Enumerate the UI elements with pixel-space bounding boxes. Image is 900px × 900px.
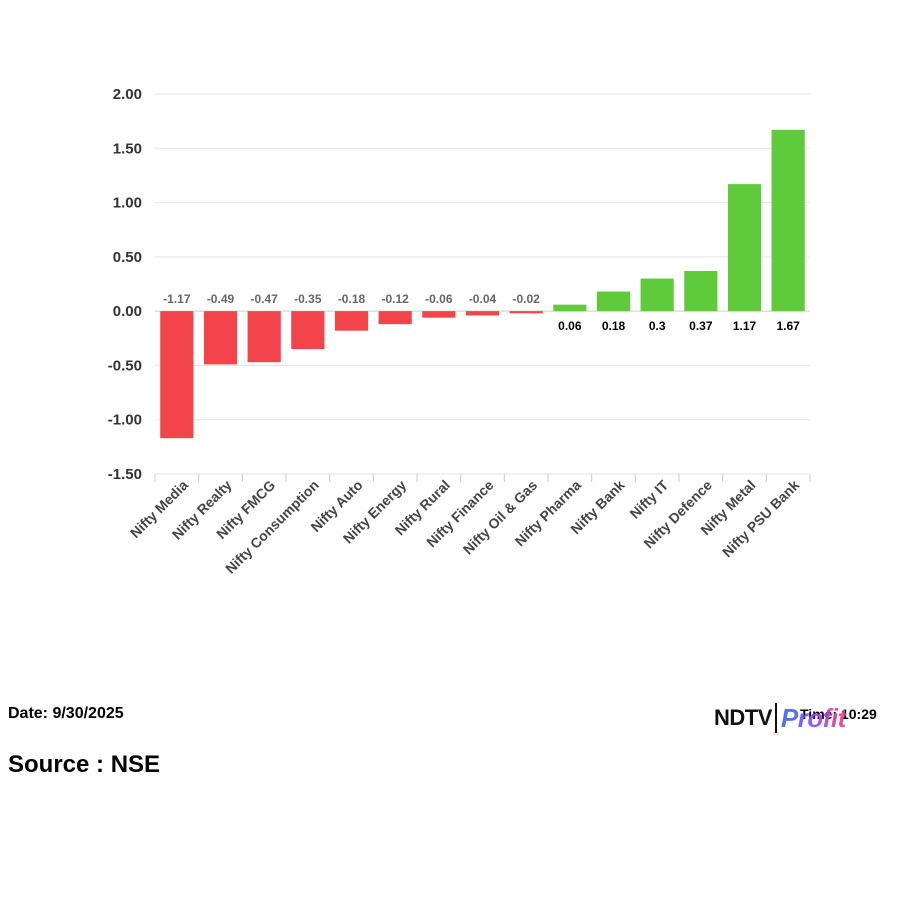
y-tick-label: 2.00 [113,86,142,103]
bar [684,270,718,312]
bar [509,311,543,314]
chart-bars [160,129,805,439]
source-label: Source : NSE [8,751,161,778]
y-tick-label: 0.50 [113,249,142,266]
logo-profit-text: Profit [780,702,846,733]
y-tick-label: -1.50 [108,466,142,483]
data-label: -0.04 [469,292,497,306]
bar [465,311,500,316]
data-label: -0.18 [338,292,366,306]
bar [160,311,194,439]
value-labels: -1.17 -0.49 -0.47 -0.35 -0.18 -0.12 -0.06 -0.04… [163,292,800,333]
y-tick-label: 1.50 [113,140,142,157]
bar [378,311,412,325]
bar [640,278,674,312]
bar [771,129,805,312]
data-label: -0.02 [512,292,540,306]
data-label: -0.35 [294,292,322,306]
y-tick-label: 0.00 [113,303,142,320]
x-tick-label: Nifty PSU Bank [719,477,803,561]
logo-ndtv-text: NDTV [714,705,772,730]
data-label: 1.17 [733,319,757,333]
bar [727,184,762,312]
date-label: Date: 9/30/2025 [8,705,124,722]
data-label: -1.17 [163,292,191,306]
data-label: -0.12 [381,292,409,306]
bar [334,311,369,331]
data-label: -0.49 [207,292,235,306]
y-tick-label: -0.50 [108,357,142,374]
data-label: -0.06 [425,292,453,306]
y-tick-label: 1.00 [113,195,142,212]
data-label: 1.67 [776,319,800,333]
data-label: -0.47 [250,292,278,306]
bar [247,311,281,363]
bar [553,304,587,312]
logo-divider [774,703,777,733]
ndtv-profit-logo: NDTV Profit [714,701,846,735]
data-label: 0.06 [558,319,582,333]
data-label: 0.18 [602,319,626,333]
bar [596,291,631,312]
bar [422,311,456,318]
x-tick-label: Nifty Oil & Gas [460,477,541,558]
y-axis: 2.00 1.50 1.00 0.50 0.00 -0.50 -1.00 -1.50 [108,86,142,483]
data-label: 0.3 [649,319,666,333]
time-label: Time: 10:29 [800,706,877,722]
bar [203,311,238,365]
bar [291,311,325,350]
data-label: 0.37 [689,319,713,333]
y-tick-label: -1.00 [108,412,142,429]
